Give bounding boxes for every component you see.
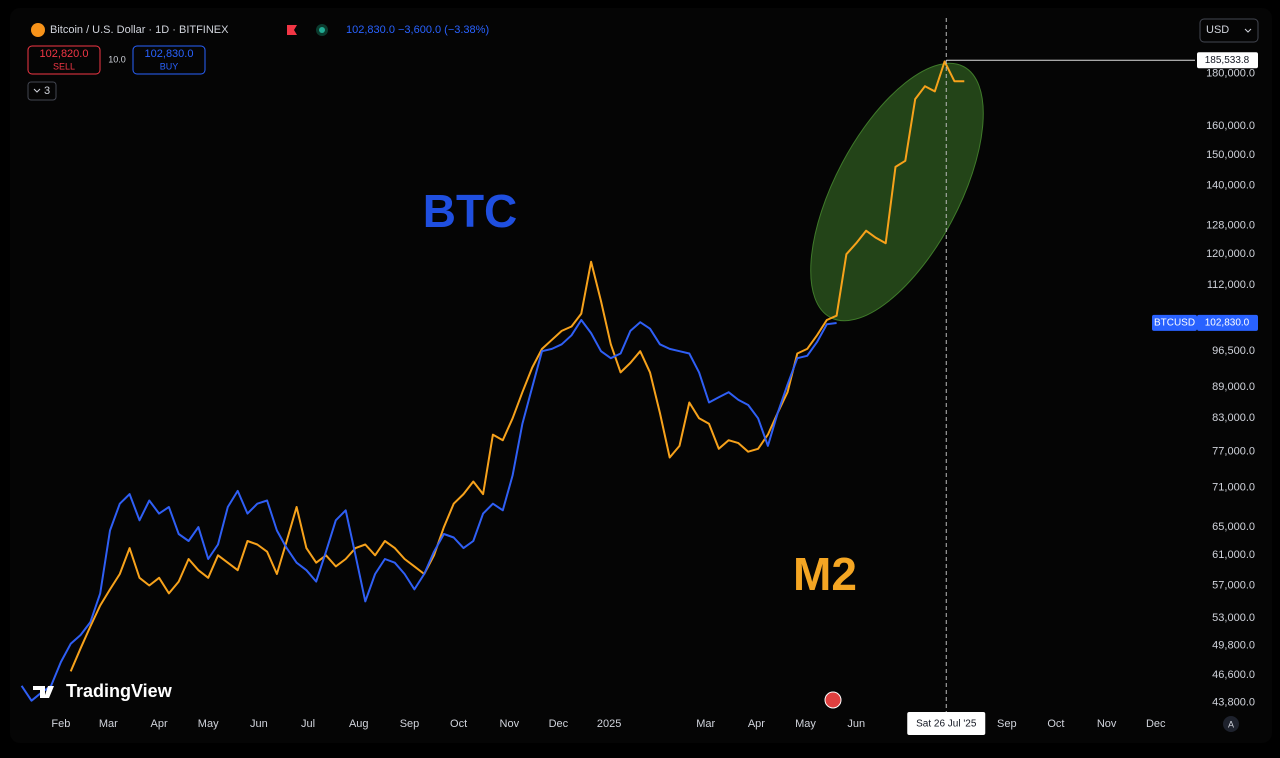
crosshair-y-box xyxy=(1197,52,1258,69)
coin-icon xyxy=(31,23,45,37)
event-icon xyxy=(824,691,842,709)
price-tag-label: 102,830.0 xyxy=(1205,318,1250,329)
buy-price: 102,830.0 xyxy=(145,48,194,60)
series-line xyxy=(69,60,965,672)
y-tick-label: 96,500.0 xyxy=(1212,345,1255,357)
currency-dropdown[interactable] xyxy=(1199,18,1259,43)
y-tick-label: 120,000.0 xyxy=(1206,248,1255,260)
y-tick-label: 89,000.0 xyxy=(1212,381,1255,393)
x-tick-label: Dec xyxy=(1146,718,1166,730)
indicators-toggle[interactable] xyxy=(27,81,57,101)
currency: USD xyxy=(1206,24,1229,36)
x-tick-label: Mar xyxy=(99,718,118,730)
y-tick-label: 43,800.0 xyxy=(1212,697,1255,709)
y-tick-label: 77,000.0 xyxy=(1212,446,1255,458)
brand: TradingView xyxy=(66,681,173,701)
y-tick-label: 150,000.0 xyxy=(1206,149,1255,161)
x-tick-label: Mar xyxy=(696,718,715,730)
y-tick-label: 57,000.0 xyxy=(1212,579,1255,591)
x-tick-label: May xyxy=(795,718,816,730)
spread: 10.0 xyxy=(108,54,126,64)
auto-label: A xyxy=(1228,719,1234,729)
x-tick-label: May xyxy=(198,718,219,730)
x-tick-label: Jun xyxy=(250,718,268,730)
x-tick-label: Oct xyxy=(1047,718,1064,730)
plot: 43,800.0 46,600.0 49,800.0 53,000.0 57,000.0… xyxy=(20,18,1258,735)
symbol-tag-label: BTCUSD xyxy=(1154,318,1195,329)
x-tick-label: Nov xyxy=(500,718,520,730)
auto-button[interactable] xyxy=(1223,716,1239,732)
chevron xyxy=(33,88,41,93)
chevron xyxy=(1244,28,1252,33)
buy-label: BUY xyxy=(160,61,179,71)
series-line xyxy=(20,319,837,702)
x-tick-label: Jul xyxy=(301,718,315,730)
brand-logo xyxy=(33,686,54,698)
symbol-title: Bitcoin / U.S. Dollar · 1D · BITFINEX xyxy=(50,24,229,36)
x-tick-label: Dec xyxy=(549,718,569,730)
btc-label: BTC xyxy=(423,185,518,237)
y-tick-label: 49,800.0 xyxy=(1212,640,1255,652)
y-tick-label: 140,000.0 xyxy=(1206,179,1255,191)
x-tick-label: Sep xyxy=(400,718,420,730)
x-tick-label: Aug xyxy=(349,718,369,730)
y-tick-label: 83,000.0 xyxy=(1212,412,1255,424)
x-tick-label: 2025 xyxy=(597,718,621,730)
sell-label: SELL xyxy=(53,61,75,71)
x-tick-label: Sep xyxy=(997,718,1017,730)
y-tick-label: 112,000.0 xyxy=(1207,279,1255,291)
x-tick-label: Nov xyxy=(1097,718,1117,730)
y-tick-label: 71,000.0 xyxy=(1212,482,1255,494)
sell-button[interactable] xyxy=(27,45,101,75)
flag-icon xyxy=(287,25,297,35)
y-tick-label: 180,000.0 xyxy=(1206,68,1255,80)
x-tick-label: Jun xyxy=(847,718,865,730)
sell-price: 102,820.0 xyxy=(40,48,89,60)
y-tick-label: 128,000.0 xyxy=(1206,219,1255,231)
x-tick-label: Apr xyxy=(748,718,765,730)
y-tick-label: 160,000.0 xyxy=(1206,120,1255,132)
y-tick-label: 46,600.0 xyxy=(1212,669,1255,681)
y-tick-label: 61,000.0 xyxy=(1212,549,1255,561)
crosshair-x-label: Sat 26 Jul '25 xyxy=(916,719,977,730)
crosshair-x-box xyxy=(907,712,986,735)
indicators-count: 3 xyxy=(44,85,50,97)
y-tick-label: 65,000.0 xyxy=(1212,521,1255,533)
x-tick-label: Feb xyxy=(51,718,70,730)
buy-button[interactable] xyxy=(132,45,206,75)
status-dot xyxy=(319,27,325,33)
x-tick-label: Apr xyxy=(151,718,168,730)
x-tick-label: Oct xyxy=(450,718,467,730)
crosshair-y-label: 185,533.8 xyxy=(1205,55,1250,66)
price-tag xyxy=(1197,314,1258,331)
quote: 102,830.0 −3,600.0 (−3.38%) xyxy=(346,24,489,36)
m2-label: M2 xyxy=(793,548,857,600)
y-tick-label: 53,000.0 xyxy=(1212,612,1255,624)
symbol-tag xyxy=(1152,314,1197,331)
frame xyxy=(10,8,1272,743)
